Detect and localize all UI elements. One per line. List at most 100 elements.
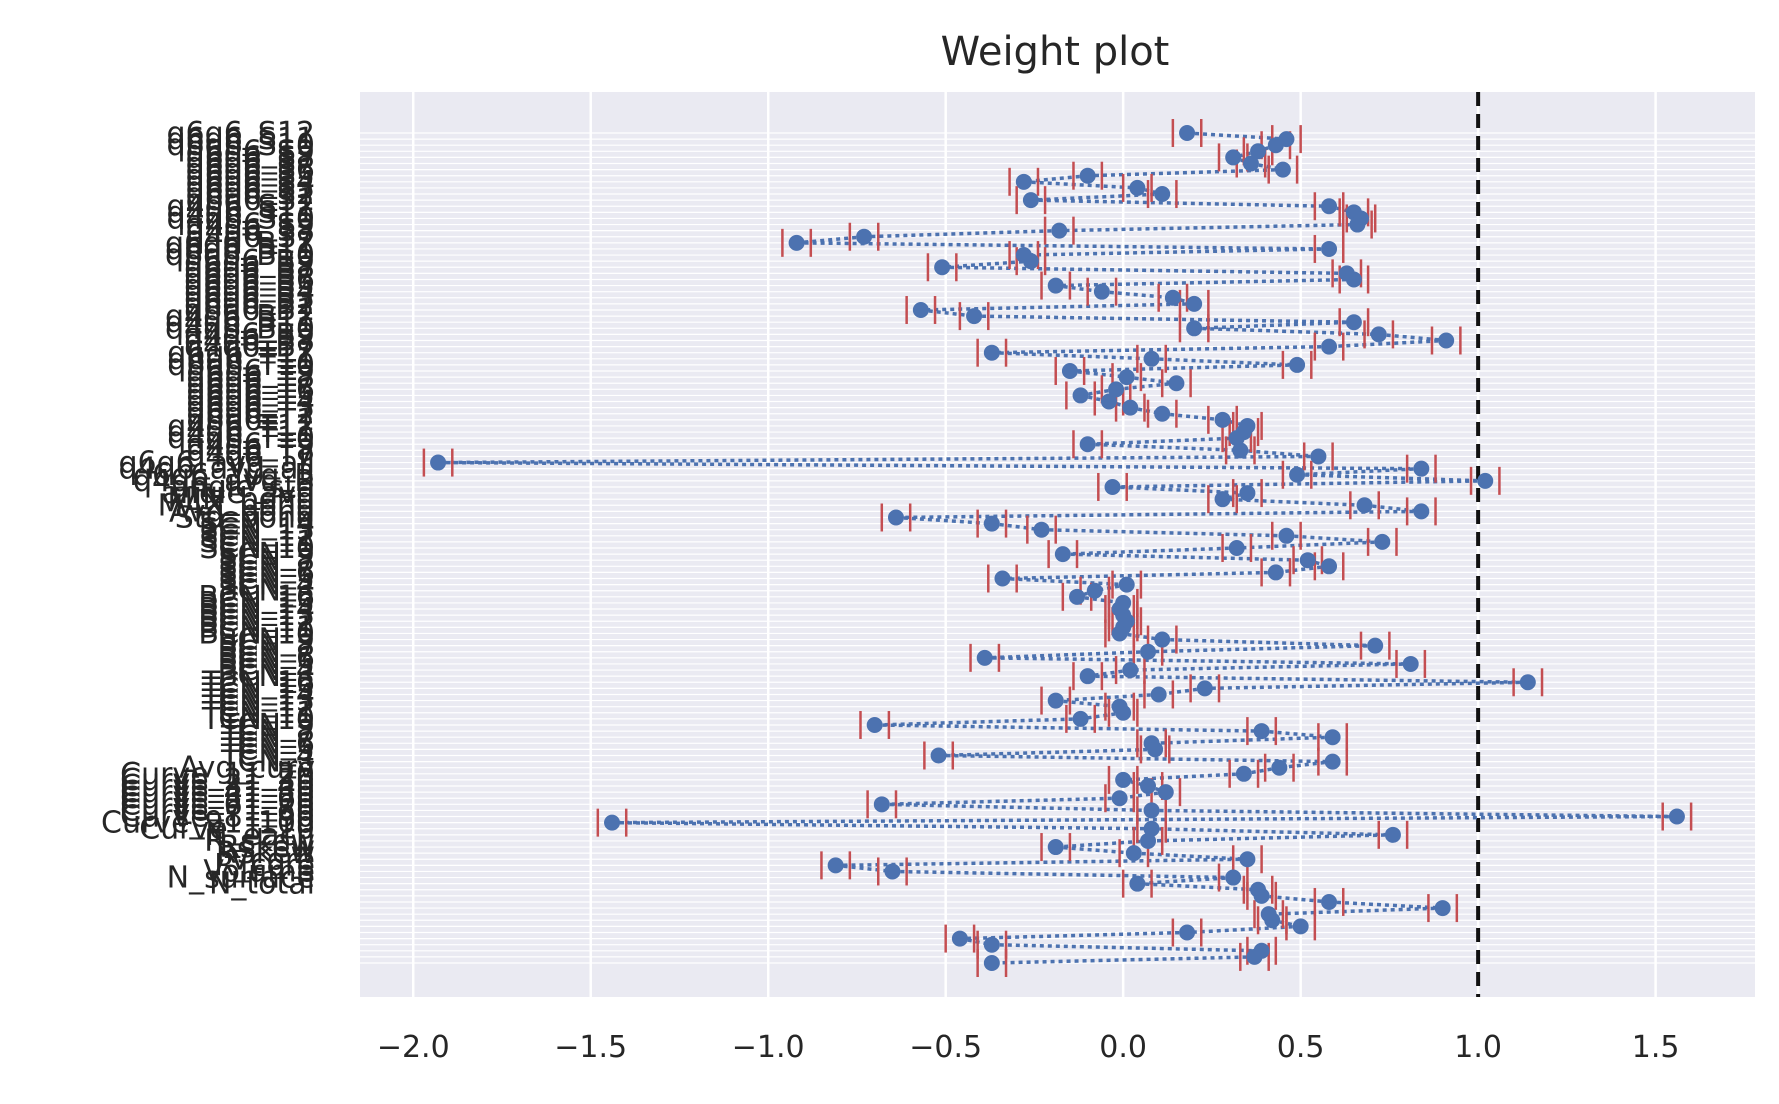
connector-segment <box>1112 479 1486 489</box>
data-point <box>1051 222 1068 239</box>
y-tick-label: q4q6_B12 <box>165 299 315 334</box>
error-bar <box>1395 649 1427 678</box>
y-tick-label: q6q6_S12 <box>167 116 315 151</box>
y-tick-label: SCN_9 <box>218 537 315 572</box>
connector-segment <box>1286 534 1383 544</box>
y-tick-label: SCN_11 <box>199 525 315 560</box>
data-point <box>1118 369 1135 386</box>
connector-segment <box>991 521 1042 532</box>
error-bar <box>1242 875 1274 904</box>
data-point <box>1196 680 1213 697</box>
data-point <box>1239 851 1256 868</box>
y-tick-label: q6q6_S6 <box>186 153 315 188</box>
y-tick-label: angle_std <box>170 470 315 505</box>
y-tick-label: RSkew <box>216 836 315 871</box>
error-bar <box>1104 784 1136 813</box>
y-tick-label: BCN_4 <box>217 653 315 688</box>
data-point <box>1129 875 1146 892</box>
connector-segment <box>1062 546 1237 556</box>
y-tick-label: TCN_15 <box>201 671 315 706</box>
data-point <box>1214 411 1231 428</box>
y-tick-label: q6q6_S2 <box>186 177 315 212</box>
error-bar <box>866 790 898 819</box>
error-bar <box>1313 234 1345 263</box>
y-tick-label: q6q6_S7 <box>186 147 315 182</box>
data-point <box>1154 405 1171 422</box>
y-tick-labels: q6q6_S12q6q6_S11q6q6_S10q6q6_S9q6q6_S8q6… <box>101 116 315 902</box>
y-tick-label: q6q6_B3 <box>184 281 315 316</box>
connector-segment <box>1162 411 1223 422</box>
connector-segment <box>1194 326 1379 337</box>
data-point <box>1321 198 1338 215</box>
row-grid-lines <box>360 132 1755 964</box>
connector-segment <box>959 930 1188 941</box>
connector-segment <box>1069 369 1127 379</box>
error-bar <box>820 851 852 880</box>
connector-segment <box>1328 900 1443 910</box>
connector-segment <box>991 350 1152 361</box>
error-bar <box>1405 454 1437 483</box>
error-bar <box>1231 479 1263 508</box>
data-point <box>1069 588 1086 605</box>
data-point <box>866 716 883 733</box>
connector-segment <box>938 753 1333 764</box>
connector-segment <box>1133 851 1248 861</box>
connector-segment <box>1147 833 1393 843</box>
error-bar <box>1121 173 1153 202</box>
y-tick-label: q4q6_avg_all <box>119 452 316 487</box>
data-point <box>1033 521 1050 538</box>
data-point <box>934 259 951 276</box>
data-point <box>1115 704 1132 721</box>
data-point <box>912 301 929 318</box>
y-tick-label: q6q6_T2 <box>186 397 315 432</box>
data-point <box>1384 826 1401 843</box>
connector-segment <box>892 869 1234 880</box>
error-bar <box>1111 570 1143 599</box>
connector-segment <box>1030 198 1330 208</box>
error-bar <box>1338 308 1370 337</box>
y-tick-label: q6q6_B6 <box>184 262 315 297</box>
error-bar <box>1146 399 1178 428</box>
connector-segment <box>991 344 1330 355</box>
connector-segment <box>984 656 1411 666</box>
data-point <box>1100 393 1117 410</box>
connector-segment <box>1030 192 1163 202</box>
connector-segment <box>1243 765 1280 776</box>
connector-segment <box>1087 436 1237 446</box>
data-point <box>1214 491 1231 508</box>
data-point <box>1321 893 1338 910</box>
data-point <box>1242 155 1259 172</box>
x-tick-label: −1.0 <box>732 1030 805 1065</box>
y-tick-label: BCN_5 <box>217 647 315 682</box>
y-tick-label: q6q6_S11 <box>167 122 315 157</box>
connector-segment <box>991 942 1262 953</box>
y-tick-label: q6q6_T6 <box>186 372 315 407</box>
error-bar <box>1136 344 1168 373</box>
data-point <box>1434 900 1451 917</box>
connector-segment <box>920 308 975 318</box>
error-bar <box>1097 472 1128 501</box>
y-tick-label: q6q6_avg_B <box>133 458 315 493</box>
data-point <box>1345 314 1362 331</box>
y-tick-label: q4q6_S10 <box>167 201 315 236</box>
y-tick-label: Curve_61_70 <box>120 787 315 822</box>
connector-segment <box>1151 826 1393 837</box>
x-tick-label: −0.5 <box>909 1030 982 1065</box>
data-point <box>1186 295 1203 312</box>
error-bar <box>1271 521 1302 550</box>
data-point <box>604 814 621 831</box>
data-point <box>1235 765 1252 782</box>
data-point <box>1079 436 1096 453</box>
error-bar <box>781 228 813 257</box>
data-point <box>1143 802 1160 819</box>
x-tick-label: −2.0 <box>377 1030 450 1065</box>
y-tick-label: Curve_11_20 <box>120 757 315 792</box>
error-bar <box>1224 436 1256 465</box>
y-tick-label: SCN_10 <box>199 531 315 566</box>
y-tick-label: q6q6_B8 <box>184 250 315 285</box>
y-tick-label: BCN_6 <box>217 641 315 676</box>
data-point <box>1129 179 1146 196</box>
data-point <box>1154 631 1171 648</box>
data-point <box>1047 692 1064 709</box>
